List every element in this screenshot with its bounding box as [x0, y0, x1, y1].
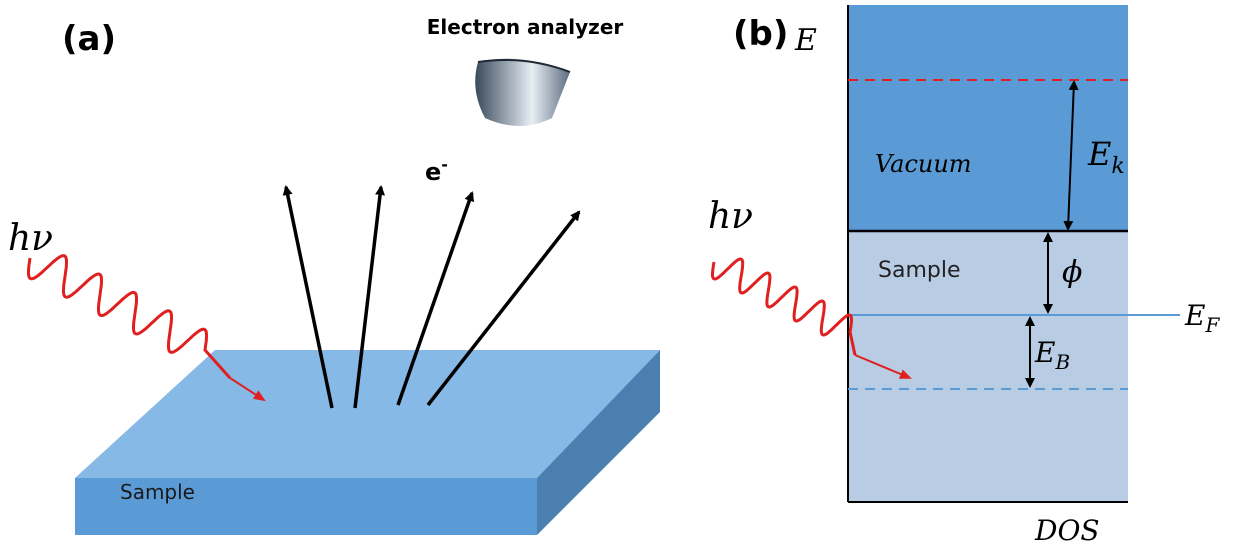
vacuum-region	[848, 5, 1128, 230]
dos-axis-label: DOS	[1034, 514, 1100, 547]
photon-wave	[29, 256, 231, 378]
work-function-label: ϕ	[1062, 255, 1082, 290]
photon-label: hν	[8, 218, 53, 259]
analyzer	[475, 59, 570, 126]
panel-label: (b)	[733, 14, 788, 54]
subscript: F	[1204, 313, 1220, 337]
subscript: B	[1054, 350, 1070, 374]
analyzer-label: Electron analyzer	[427, 15, 624, 39]
photon-label: hν	[708, 196, 753, 237]
sample-label: Sample	[120, 480, 195, 504]
electron-charge: -	[441, 155, 448, 174]
diagram: (a) Electron analyzer Sample e- hν (b) E…	[0, 0, 1233, 548]
electron-symbol: e	[425, 158, 441, 186]
symbol: E	[1184, 299, 1205, 332]
sample-label: Sample	[878, 258, 961, 283]
symbol: E	[1087, 135, 1111, 173]
electron-label: e-	[425, 155, 448, 186]
energy-axis-label: E	[794, 23, 817, 58]
subscript: k	[1111, 154, 1124, 179]
vacuum-label: Vacuum	[875, 150, 972, 178]
photon-wave	[713, 259, 856, 355]
panel-label: (a)	[62, 19, 116, 59]
symbol: E	[1034, 336, 1055, 369]
fermi-level-label: EF	[1184, 299, 1220, 337]
